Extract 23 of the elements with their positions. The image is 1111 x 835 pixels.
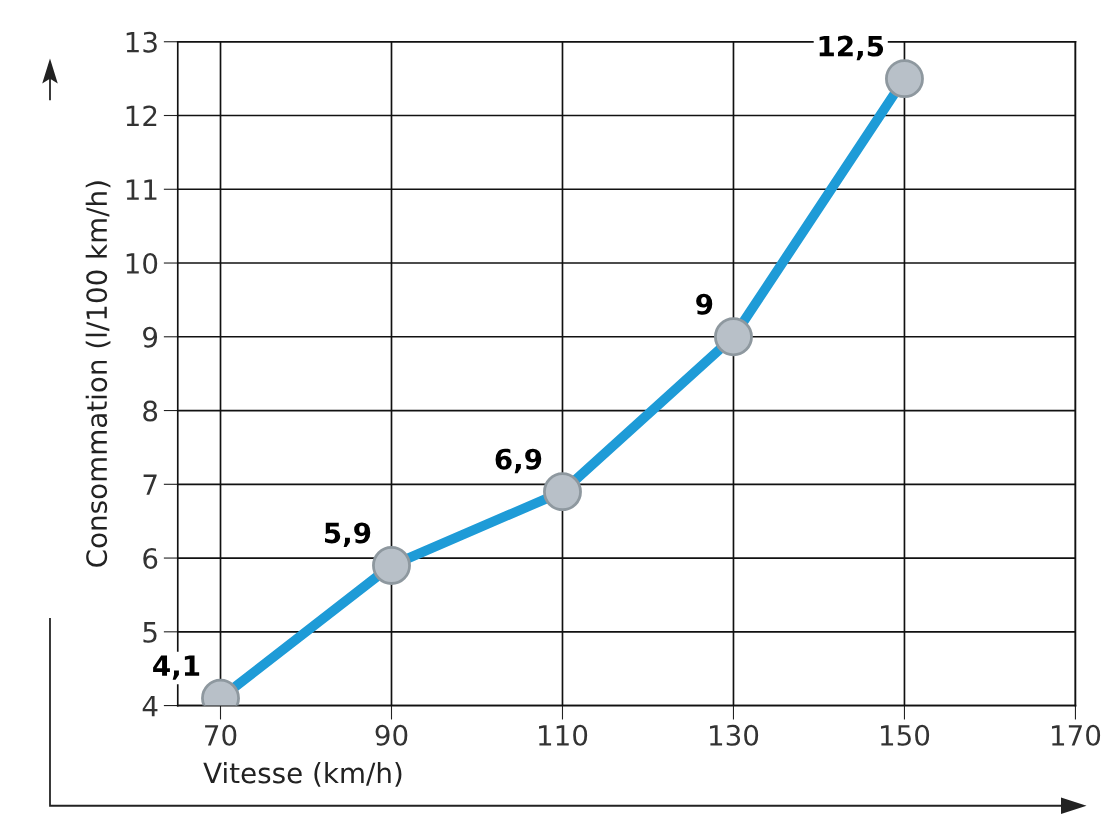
data-label: 9 xyxy=(696,293,713,315)
y-tick-label: 4 xyxy=(142,695,158,717)
data-label: 12,5 xyxy=(819,35,884,61)
x-tick-label: 130 xyxy=(710,724,759,746)
data-label: 4,1 xyxy=(153,655,200,680)
y-tick-label: 7 xyxy=(143,474,157,495)
y-axis-title: Consommation (l/100 km/h) xyxy=(85,181,111,567)
y-tick-label: 12 xyxy=(126,105,157,127)
y-tick-label: 11 xyxy=(126,179,157,200)
x-tick-label: 170 xyxy=(1051,724,1101,746)
x-axis-title: Vitesse (km/h) xyxy=(203,762,402,787)
y-tick-label: 13 xyxy=(126,31,157,53)
y-tick-label: 10 xyxy=(126,252,158,274)
data-label: 6,9 xyxy=(495,448,542,474)
x-tick-label: 90 xyxy=(375,724,408,746)
y-tick-label: 6 xyxy=(143,548,158,570)
x-tick-label: 150 xyxy=(881,724,930,746)
x-tick-label: 70 xyxy=(205,724,237,746)
y-tick-label: 8 xyxy=(143,400,158,422)
y-tick-label: 9 xyxy=(143,326,158,348)
x-tick-label: 110 xyxy=(539,724,588,746)
y-tick-label: 5 xyxy=(143,622,157,643)
data-label: 5,9 xyxy=(324,522,371,547)
